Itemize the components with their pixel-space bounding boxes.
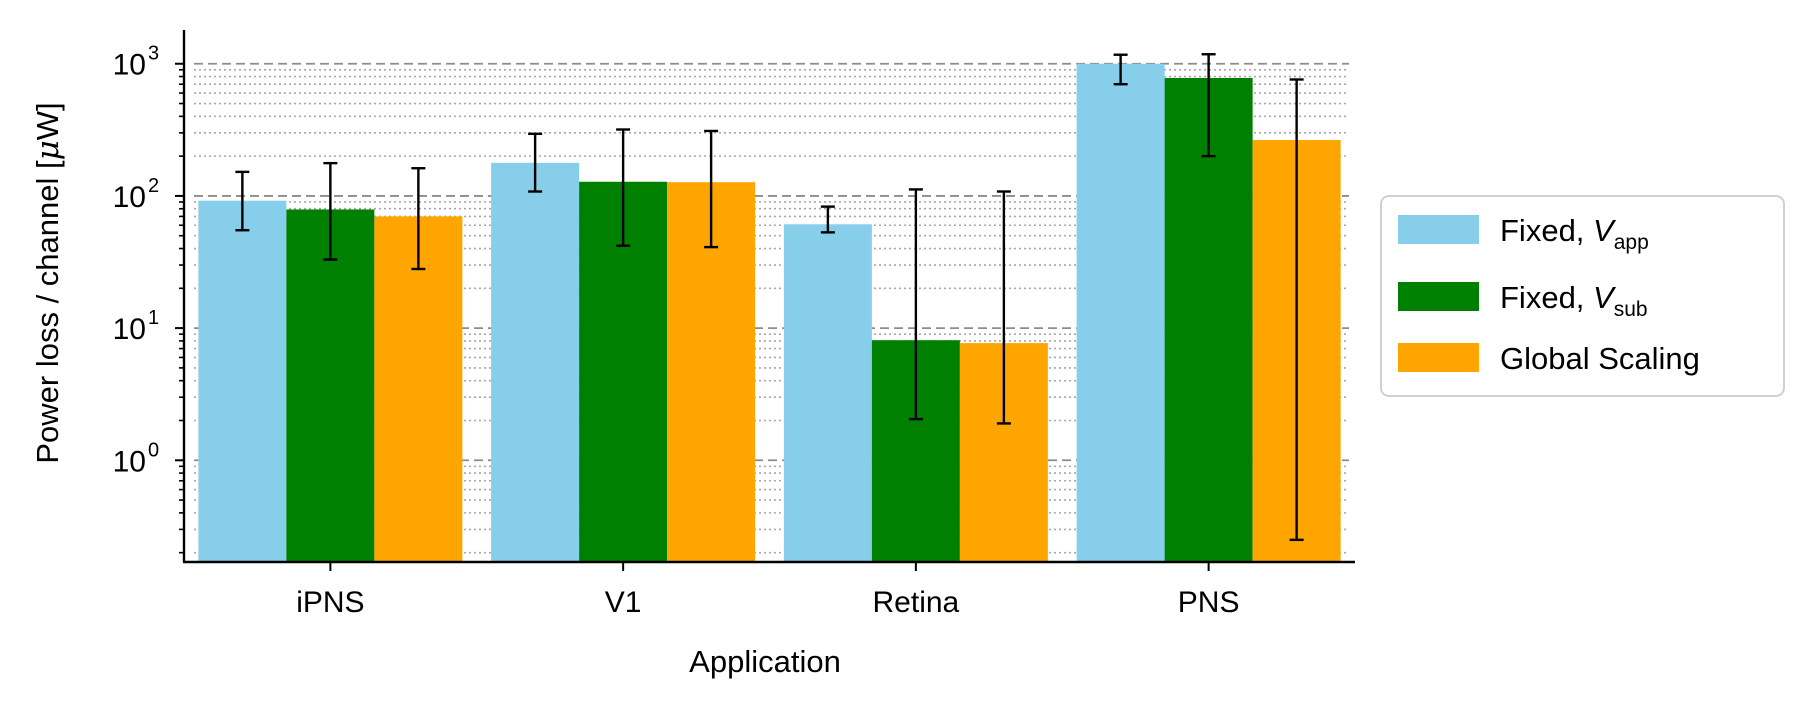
y-axis-title-unit: W] [30, 102, 65, 140]
bar-ipns-series-3 [374, 216, 463, 562]
grid [194, 62, 1349, 554]
bar-v1-series-1 [491, 162, 580, 562]
y-axis-title-mu: μ [30, 140, 66, 160]
legend-label-3: Global Scaling [1500, 341, 1700, 376]
x-tick-label-retina: Retina [873, 586, 960, 619]
legend: Fixed, Vapp Fixed, Vsub Global Scaling [1380, 195, 1785, 397]
error-bar-pns-series-2 [1201, 53, 1216, 158]
y-tick-exponent: 1 [148, 307, 159, 329]
error-bar-v1-series-2 [616, 128, 631, 247]
legend-swatch-2 [1398, 282, 1479, 311]
error-bars [235, 53, 1304, 542]
bar-ipns-series-2 [286, 209, 375, 562]
legend-frame [1380, 195, 1785, 397]
y-tick-label: 10 [113, 181, 146, 214]
error-bar-pns-series-1 [1113, 53, 1128, 86]
bar-pns-series-1 [1076, 63, 1165, 562]
y-tick-label: 10 [113, 445, 146, 478]
y-axis-title-text: Power loss / channel [ [30, 160, 65, 464]
bars [198, 63, 1341, 563]
error-bar-retina-series-3 [996, 190, 1011, 425]
bar-pns-series-2 [1164, 78, 1253, 562]
y-tick-label: 10 [113, 49, 146, 82]
error-bar-retina-series-2 [908, 188, 923, 421]
y-axis-title: Power loss / channel [μW] [30, 102, 66, 463]
x-axis-title: Application [689, 644, 841, 679]
y-tick-label: 10 [113, 313, 146, 346]
error-bar-v1-series-1 [528, 132, 543, 193]
legend-label-2: Fixed, Vsub [1500, 280, 1648, 321]
error-bar-v1-series-3 [704, 129, 719, 249]
x-tick-label-ipns: iPNS [296, 586, 364, 619]
y-tick-exponent: 0 [148, 439, 159, 461]
error-bar-ipns-series-1 [235, 170, 250, 232]
error-bar-pns-series-3 [1289, 78, 1304, 542]
legend-swatch-1 [1398, 215, 1479, 244]
x-tick-label-pns: PNS [1178, 586, 1240, 619]
bar-retina-series-1 [783, 224, 872, 563]
error-bar-ipns-series-3 [411, 167, 426, 271]
legend-swatch-3 [1398, 343, 1479, 372]
error-bar-retina-series-1 [820, 205, 835, 234]
y-tick-exponent: 2 [148, 175, 159, 197]
bar-ipns-series-1 [198, 200, 287, 562]
x-tick-label-v1: V1 [605, 586, 642, 619]
y-tick-exponent: 3 [148, 43, 159, 65]
legend-label-1: Fixed, Vapp [1500, 213, 1649, 254]
error-bar-ipns-series-2 [323, 161, 338, 261]
